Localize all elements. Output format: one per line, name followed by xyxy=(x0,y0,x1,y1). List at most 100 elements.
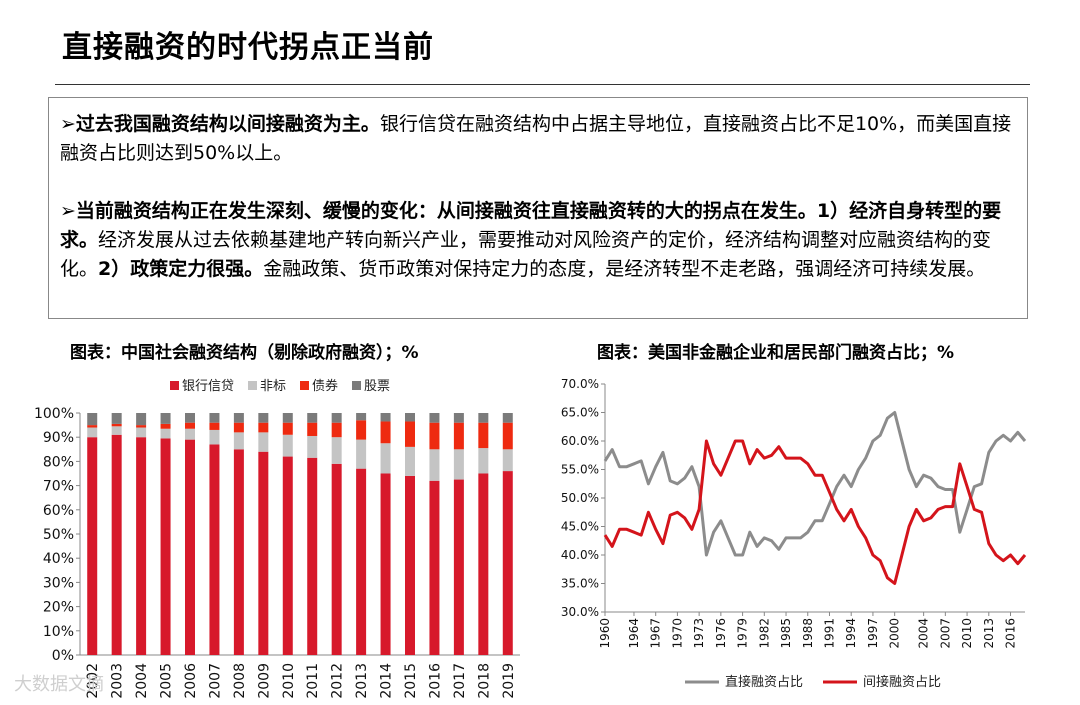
bar-segment xyxy=(282,422,293,435)
bar-segment xyxy=(185,413,195,423)
x-tick-label: 2007 xyxy=(207,663,223,698)
legend-label-1: 间接融资占比 xyxy=(863,674,941,690)
y-tick-label: 40% xyxy=(43,551,74,567)
bar-segment xyxy=(307,413,318,423)
bar-segment xyxy=(405,446,415,476)
x-tick-label: 2002 xyxy=(85,663,101,698)
bar-segment xyxy=(282,434,293,457)
bar-segment xyxy=(136,427,147,438)
bar-segment xyxy=(405,421,415,447)
bullet-1-text: 银行信贷在融资结构中占据主导地位，直接融资占比不足10%，而美国直接融资占比则达… xyxy=(60,113,1012,164)
bar-segment xyxy=(209,444,220,655)
x-tick-label: 2016 xyxy=(1004,618,1018,649)
bar-segment xyxy=(111,434,122,655)
x-tick-label: 2000 xyxy=(888,618,902,649)
title-divider xyxy=(55,84,1030,85)
series-line-1 xyxy=(603,439,1027,585)
y-tick-label: 40.0% xyxy=(561,548,599,562)
series-line-0 xyxy=(603,411,1027,557)
y-tick-label: 80% xyxy=(43,454,74,470)
x-tick-label: 2013 xyxy=(982,618,996,649)
bar-segment xyxy=(453,449,464,480)
bar-segment xyxy=(258,432,269,452)
left-chart-caption: 图表：中国社会融资结构（剔除政府融资）；% xyxy=(70,343,419,363)
us-financing-line-chart: 30.0% 35.0% 40.0% 45.0% 50.0% 55.0% 60.0% 65.0%… xyxy=(561,377,1027,690)
bar-segment xyxy=(331,422,342,438)
bar-segment xyxy=(185,428,195,440)
x-tick-label: 1973 xyxy=(692,618,706,649)
bar-segment xyxy=(233,432,244,450)
slide-title: 直接融资的时代拐点正当前 xyxy=(62,30,434,65)
x-tick-label: 1982 xyxy=(757,618,771,649)
legend-swatch-3 xyxy=(352,381,361,390)
bar-segment xyxy=(209,413,220,423)
bar-segment xyxy=(111,423,122,427)
y-tick-label: 30% xyxy=(43,575,74,591)
y-tick-label: 60.0% xyxy=(561,434,599,448)
bar-segment xyxy=(87,427,98,438)
y-tick-label: 70.0% xyxy=(561,377,599,391)
y-tick-label: 55.0% xyxy=(561,463,599,477)
legend-swatch-1 xyxy=(248,381,257,390)
bar-segment xyxy=(258,422,269,433)
financing-structure-bar-chart: 银行信贷 非标 债券 股票 0% 10% 20% 30% 40% 50% 60% 70% 80% 90% 1… xyxy=(34,378,520,698)
x-tick-label: 2019 xyxy=(501,663,517,698)
bullet-1: ➢过去我国融资结构以间接融资为主。银行信贷在融资结构中占据主导地位，直接融资占比… xyxy=(60,110,1015,168)
bullet-2-bold-2: 2）政策定力很强。 xyxy=(98,258,264,280)
x-tick-label: 2007 xyxy=(938,618,952,649)
bar-segment xyxy=(478,473,489,655)
bar-segment xyxy=(233,422,244,433)
bar-segment xyxy=(502,449,513,472)
legend-label-0: 直接融资占比 xyxy=(725,674,803,690)
bar-segment xyxy=(429,480,440,655)
bar-segment xyxy=(405,475,415,655)
y-tick-label: 100% xyxy=(34,406,74,422)
x-tick-label: 1985 xyxy=(779,618,793,649)
y-tick-label: 10% xyxy=(43,624,74,640)
x-tick-label: 2018 xyxy=(476,663,492,698)
bar-segment xyxy=(282,413,293,423)
x-tick-label: 2003 xyxy=(110,663,126,698)
y-tick-label: 65.0% xyxy=(561,406,599,420)
y-tick-label: 30.0% xyxy=(561,605,599,619)
bar-segment xyxy=(380,413,391,422)
y-tick-label: 90% xyxy=(43,430,74,446)
bullet-2-text: 经济发展从过去依赖基建地产转向新兴产业，需要推动对风险资产的定价，经济结构调整对… xyxy=(60,229,992,280)
bullet-2-bold: 当前融资结构正在发生深刻、缓慢的变化：从间接融资往直接融资转的大的拐点在发生。1… xyxy=(60,200,1002,251)
summary-box xyxy=(48,97,1028,319)
bar-segment xyxy=(136,413,147,426)
bar-segment xyxy=(185,422,195,429)
x-tick-label: 2009 xyxy=(256,663,272,698)
bar-segment xyxy=(160,413,171,424)
bullet-2-text-2: 金融政策、货币政策对保持定力的态度，是经济转型不走老路，强调经济可持续发展。 xyxy=(263,258,986,280)
bar-segment xyxy=(209,429,220,445)
right-chart-caption: 图表：美国非金融企业和居民部门融资占比；% xyxy=(597,343,955,363)
x-tick-label: 1970 xyxy=(670,618,684,649)
y-tick-label: 0% xyxy=(52,648,74,664)
x-tick-label: 2014 xyxy=(379,663,395,698)
bar-segment xyxy=(136,425,147,428)
legend-label-0: 银行信贷 xyxy=(182,379,234,394)
bar-segment xyxy=(380,443,391,474)
bar-segment xyxy=(502,422,513,450)
bullet-2: ➢当前融资结构正在发生深刻、缓慢的变化：从间接融资往直接融资转的大的拐点在发生。… xyxy=(60,197,1015,284)
x-tick-label: 2017 xyxy=(452,663,468,698)
x-tick-label: 2016 xyxy=(427,663,443,698)
bullet-1-marker: ➢ xyxy=(60,113,76,135)
bar-segment xyxy=(111,426,122,435)
bar-segment xyxy=(160,423,171,429)
x-tick-label: 1976 xyxy=(714,618,728,649)
x-tick-label: 1991 xyxy=(822,618,836,649)
x-tick-label: 1964 xyxy=(627,618,641,649)
y-tick-label: 35.0% xyxy=(561,577,599,591)
bar-segment xyxy=(258,451,269,655)
bar-segment xyxy=(282,456,293,655)
bar-segment xyxy=(233,449,244,655)
legend-swatch-0 xyxy=(170,381,179,390)
bar-segment xyxy=(331,437,342,464)
legend-label-2: 债券 xyxy=(312,378,338,394)
x-tick-label: 1960 xyxy=(598,618,612,649)
x-tick-label: 2010 xyxy=(281,663,297,698)
bar-segment xyxy=(380,421,391,444)
bar-segment xyxy=(356,413,367,421)
